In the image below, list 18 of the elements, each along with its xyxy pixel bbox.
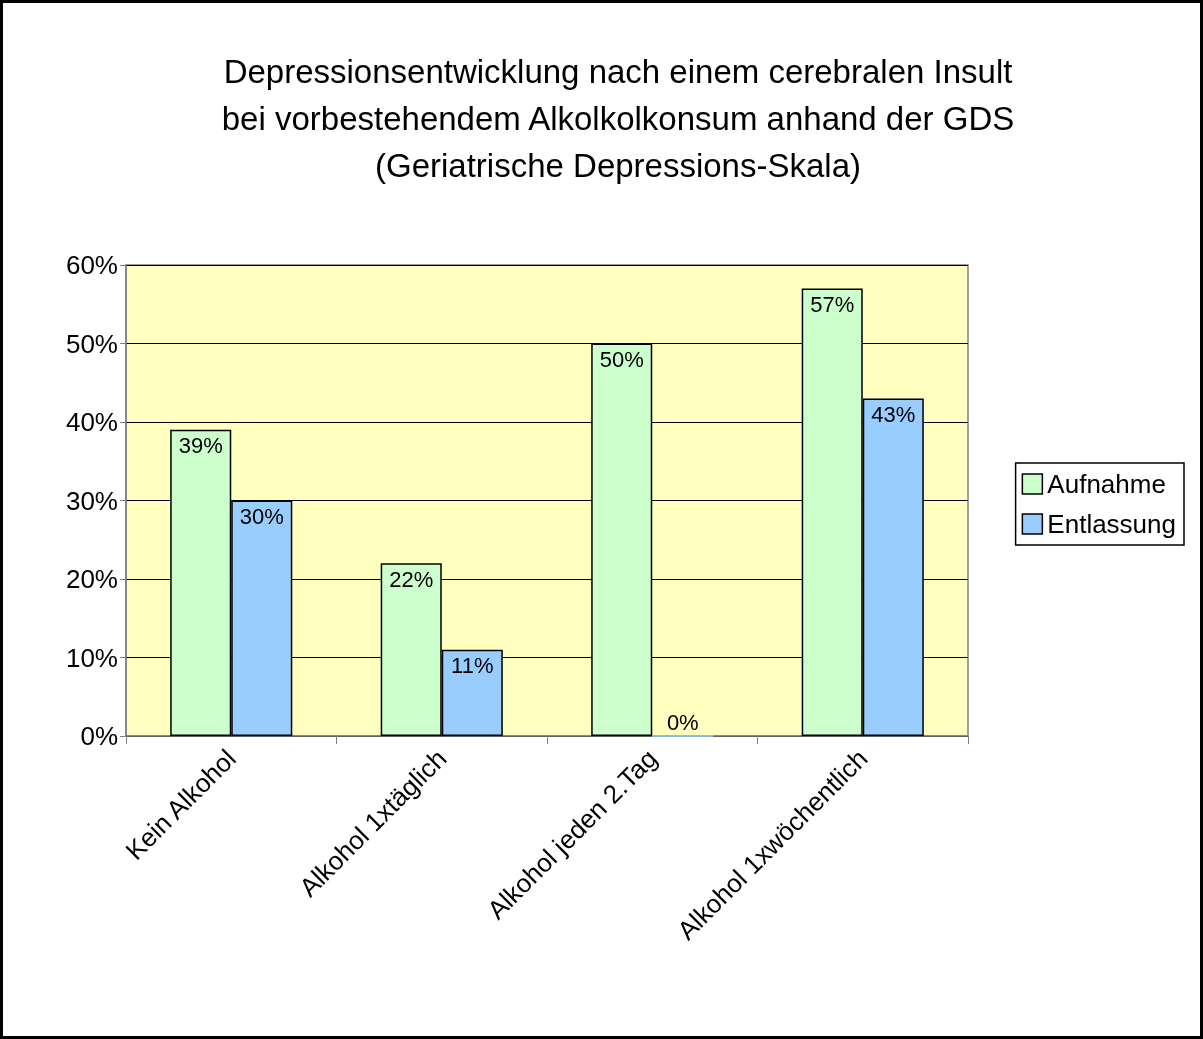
legend-label: Entlassung [1047,509,1177,539]
y-tick-label: 20% [65,564,118,594]
data-label: 0% [666,710,699,735]
y-tick-label: 10% [65,642,118,673]
legend-label: Aufnahme [1047,469,1166,499]
data-label: 30% [239,504,284,529]
data-label: 50% [599,347,644,372]
data-label: 39% [178,433,223,459]
data-label: 43% [871,401,916,427]
y-tick-label: 40% [65,407,118,437]
data-label: 22% [389,566,434,592]
chart-title: Depressionsentwicklung nach einem cerebralen Insult bei vorbestehendem Alkolkolkonsum anhand der GDS (Geriatrische Depressions-Skala) [221,53,1015,184]
data-label: 11% [451,653,494,679]
y-tick-label: 0% [80,721,118,751]
data-label: 57% [810,292,855,318]
y-tick-label: 30% [65,485,118,516]
y-tick-label: 50% [65,328,118,359]
y-tick-label: 60% [65,250,118,280]
